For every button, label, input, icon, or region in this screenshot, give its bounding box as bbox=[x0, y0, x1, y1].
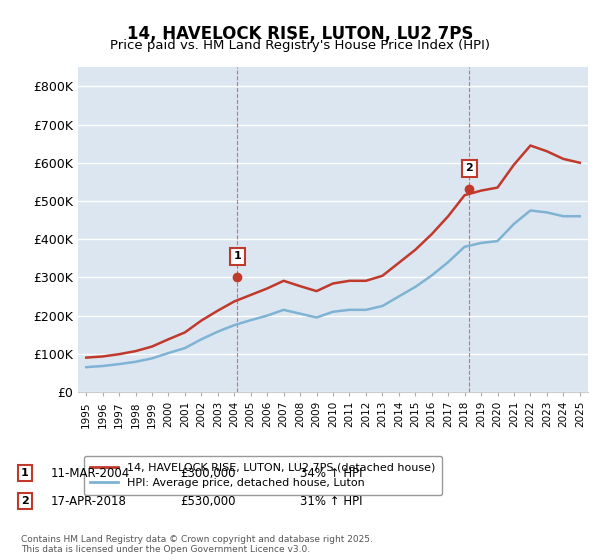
Legend: 14, HAVELOCK RISE, LUTON, LU2 7PS (detached house), HPI: Average price, detached: 14, HAVELOCK RISE, LUTON, LU2 7PS (detac… bbox=[83, 456, 442, 495]
Text: £530,000: £530,000 bbox=[180, 494, 235, 508]
Text: 2: 2 bbox=[21, 496, 29, 506]
Text: 1: 1 bbox=[21, 468, 29, 478]
Text: 11-MAR-2004: 11-MAR-2004 bbox=[51, 466, 130, 480]
Text: Contains HM Land Registry data © Crown copyright and database right 2025.
This d: Contains HM Land Registry data © Crown c… bbox=[21, 535, 373, 554]
Text: 2: 2 bbox=[466, 164, 473, 174]
Text: 1: 1 bbox=[233, 251, 241, 262]
Text: 14, HAVELOCK RISE, LUTON, LU2 7PS: 14, HAVELOCK RISE, LUTON, LU2 7PS bbox=[127, 25, 473, 43]
Text: 34% ↑ HPI: 34% ↑ HPI bbox=[300, 466, 362, 480]
Text: 17-APR-2018: 17-APR-2018 bbox=[51, 494, 127, 508]
Text: £300,000: £300,000 bbox=[180, 466, 235, 480]
Text: Price paid vs. HM Land Registry's House Price Index (HPI): Price paid vs. HM Land Registry's House … bbox=[110, 39, 490, 52]
Text: 31% ↑ HPI: 31% ↑ HPI bbox=[300, 494, 362, 508]
